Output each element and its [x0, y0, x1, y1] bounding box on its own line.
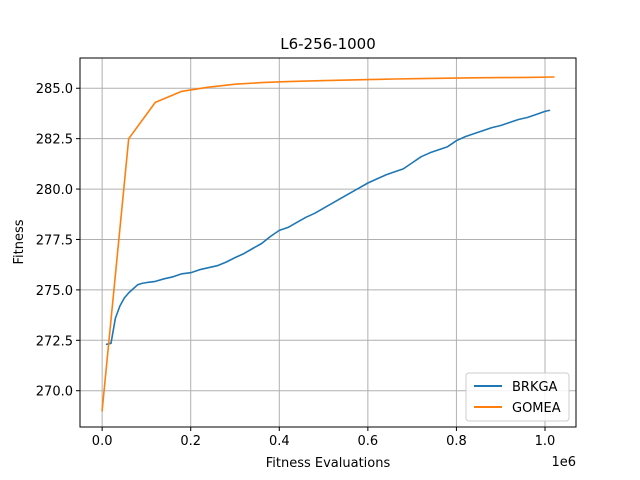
- x-tick-label: 0.4: [269, 434, 290, 449]
- grid-lines: [80, 58, 576, 427]
- plot-frame: [79, 57, 577, 428]
- legend-label-brkga: BRKGA: [512, 380, 558, 395]
- series-line-brkga: [105, 109, 551, 346]
- plot-area: [80, 58, 576, 427]
- y-tick-label: 282.5: [36, 133, 73, 148]
- x-axis-label: Fitness Evaluations: [266, 456, 391, 471]
- y-tick-label: 277.5: [36, 233, 73, 248]
- y-tick-label: 270.0: [36, 385, 73, 400]
- x-tick-label: 0.8: [446, 434, 467, 449]
- x-tick-label: 1.0: [535, 434, 556, 449]
- y-tick-label: 272.5: [36, 334, 73, 349]
- x-tick-label: 0.2: [180, 434, 201, 449]
- y-tick-label: 285.0: [36, 82, 73, 97]
- x-tick-label: 0.0: [92, 434, 113, 449]
- y-tick-label: 280.0: [36, 183, 73, 198]
- series-lines: [101, 76, 555, 412]
- chart-title: L6-256-1000: [280, 35, 376, 53]
- x-tick-label: 0.6: [358, 434, 379, 449]
- legend: BRKGA GOMEA: [465, 372, 570, 422]
- x-axis-scale-label: 1e6: [551, 455, 576, 470]
- y-tick-label: 275.0: [36, 284, 73, 299]
- series-line-gomea: [101, 76, 555, 412]
- axis-ticks: 0.0 0.2 0.4 0.6 0.8 1.0 270.0 272.5 275.0 277.5 28…: [36, 82, 556, 449]
- y-axis-label: Fitness: [12, 219, 27, 264]
- legend-label-gomea: GOMEA: [512, 401, 561, 416]
